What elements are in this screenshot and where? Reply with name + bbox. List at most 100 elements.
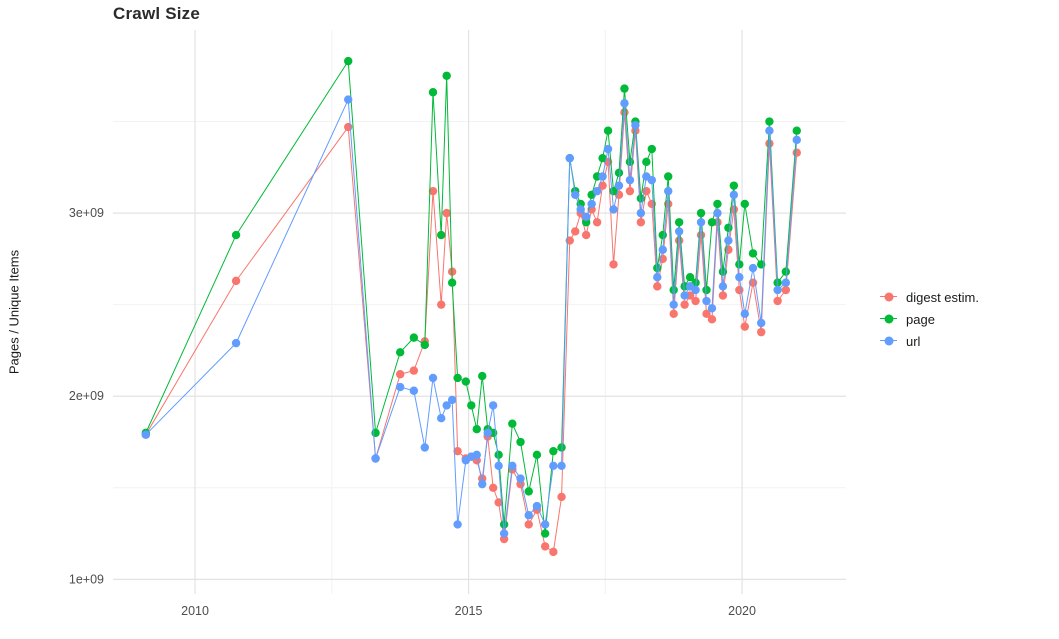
data-point-digest-estim bbox=[437, 300, 446, 309]
data-point-url bbox=[603, 144, 613, 154]
data-point-page bbox=[658, 230, 667, 240]
data-point-url bbox=[598, 172, 607, 181]
y-tick-label: 3e+09 bbox=[69, 206, 104, 220]
data-point-url bbox=[508, 461, 517, 471]
data-point-url bbox=[540, 520, 550, 529]
data-point-digest-estim bbox=[636, 218, 646, 227]
data-point-digest-estim bbox=[653, 282, 662, 291]
chart-title: Crawl Size bbox=[113, 4, 201, 23]
data-point-page bbox=[461, 377, 471, 386]
data-point-digest-estim bbox=[231, 276, 241, 286]
data-point-page bbox=[792, 126, 801, 135]
data-point-page bbox=[664, 172, 673, 181]
data-point-page bbox=[781, 267, 791, 276]
data-point-digest-estim bbox=[707, 315, 717, 324]
data-point-page bbox=[685, 273, 695, 282]
data-point-url bbox=[691, 285, 700, 295]
data-point-page bbox=[437, 230, 446, 240]
data-point-page bbox=[447, 278, 457, 287]
data-point-url bbox=[713, 208, 722, 218]
series-line-digest-estim bbox=[145, 111, 798, 553]
data-point-digest-estim bbox=[757, 327, 766, 337]
data-point-page bbox=[674, 218, 684, 227]
data-point-digest-estim bbox=[773, 296, 782, 306]
data-point-digest-estim bbox=[680, 300, 689, 309]
data-point-url bbox=[724, 236, 733, 245]
data-point-page bbox=[696, 208, 706, 218]
data-point-digest-estim bbox=[658, 254, 667, 264]
data-point-url bbox=[625, 175, 635, 185]
y-tick-label: 1e+09 bbox=[69, 572, 104, 586]
data-point-url bbox=[442, 401, 451, 410]
data-point-url bbox=[483, 428, 492, 438]
data-point-url bbox=[735, 273, 744, 282]
data-point-url bbox=[420, 443, 429, 452]
series-line-page bbox=[145, 60, 798, 535]
data-point-digest-estim bbox=[625, 186, 635, 196]
data-point-page bbox=[740, 199, 750, 209]
data-point-url bbox=[620, 99, 629, 108]
data-point-url bbox=[631, 121, 640, 130]
data-point-url bbox=[494, 461, 503, 471]
data-point-page bbox=[614, 168, 624, 178]
data-point-url bbox=[371, 454, 380, 463]
data-point-url bbox=[664, 186, 673, 196]
data-point-digest-estim bbox=[409, 366, 419, 375]
data-point-url bbox=[781, 278, 791, 287]
data-point-page bbox=[598, 153, 607, 163]
data-point-page bbox=[642, 157, 651, 167]
data-point-url bbox=[478, 479, 487, 489]
data-point-page bbox=[707, 218, 717, 227]
data-point-page bbox=[549, 446, 558, 456]
x-tick-label: 2010 bbox=[181, 604, 209, 618]
legend-item-url: url bbox=[880, 333, 979, 349]
data-point-url bbox=[636, 208, 646, 218]
data-point-url bbox=[472, 450, 481, 460]
data-point-url bbox=[609, 205, 618, 214]
data-point-url bbox=[674, 227, 684, 236]
data-point-url bbox=[549, 461, 558, 471]
data-point-page bbox=[231, 230, 241, 240]
data-point-url bbox=[141, 430, 151, 439]
series-page bbox=[141, 56, 801, 538]
data-point-page bbox=[748, 249, 758, 258]
data-point-page bbox=[735, 260, 744, 269]
data-point-url bbox=[437, 414, 446, 423]
data-point-url bbox=[773, 285, 782, 295]
legend: digest estim. page url bbox=[880, 290, 979, 349]
data-point-page bbox=[442, 71, 451, 80]
y-tick-label: 2e+09 bbox=[69, 389, 104, 403]
data-point-url bbox=[729, 190, 739, 200]
data-point-url bbox=[516, 474, 525, 483]
data-point-page bbox=[395, 348, 405, 357]
data-point-url bbox=[231, 338, 241, 348]
data-point-page bbox=[669, 285, 678, 295]
data-point-url bbox=[524, 511, 533, 520]
data-point-url bbox=[647, 175, 657, 185]
data-point-page bbox=[508, 419, 517, 428]
data-point-page bbox=[420, 340, 429, 350]
data-point-digest-estim bbox=[565, 236, 574, 245]
data-point-url bbox=[757, 318, 766, 328]
data-point-digest-estim bbox=[702, 309, 711, 319]
data-point-url bbox=[587, 199, 596, 209]
data-point-page bbox=[524, 487, 533, 496]
data-point-digest-estim bbox=[581, 230, 591, 240]
data-point-digest-estim bbox=[344, 122, 353, 132]
data-point-digest-estim bbox=[598, 181, 607, 190]
data-point-url bbox=[409, 386, 419, 395]
data-point-url bbox=[702, 296, 711, 306]
data-point-digest-estim bbox=[740, 322, 750, 331]
data-point-digest-estim bbox=[488, 483, 498, 492]
data-point-page bbox=[724, 223, 733, 232]
data-point-url bbox=[499, 529, 509, 538]
data-point-page bbox=[729, 181, 739, 190]
legend-key-page bbox=[880, 312, 897, 326]
data-point-digest-estim bbox=[428, 186, 438, 196]
data-point-url bbox=[581, 212, 591, 221]
legend-label-url: url bbox=[906, 333, 921, 349]
data-point-url bbox=[565, 153, 574, 163]
series-digest-estim bbox=[141, 108, 801, 557]
data-point-digest-estim bbox=[735, 285, 744, 295]
